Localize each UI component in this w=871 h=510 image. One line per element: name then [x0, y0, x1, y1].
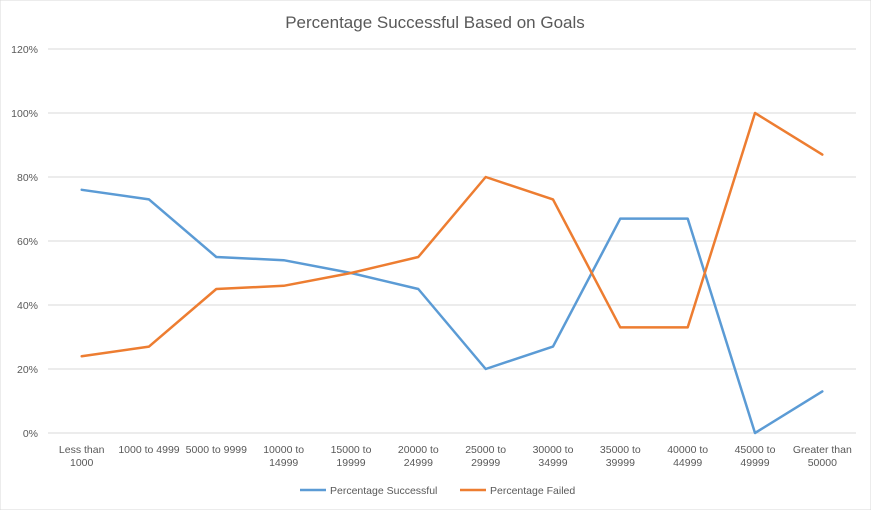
x-tick-label: 5000 to 9999 — [186, 444, 247, 456]
y-axis-ticks: 0% 20% 40% 60% 80% 100% 120% — [11, 44, 38, 440]
y-tick-label: 100% — [11, 108, 38, 120]
x-tick-label: 1000 to 4999 — [118, 444, 179, 456]
x-tick-label: 40000 to 44999 — [667, 444, 708, 469]
x-axis-ticks: Less than 1000 1000 to 4999 5000 to 9999 100… — [59, 444, 852, 469]
x-tick-label: Greater than 50000 — [793, 444, 852, 469]
series-line — [80, 188, 824, 435]
series-lines — [80, 111, 824, 435]
y-tick-label: 20% — [17, 364, 38, 376]
x-tick-label: 10000 to 14999 — [263, 444, 304, 469]
y-tick-label: 80% — [17, 172, 38, 184]
x-tick-label: 30000 to 34999 — [533, 444, 574, 469]
gridlines — [48, 48, 856, 434]
y-tick-label: 60% — [17, 236, 38, 248]
chart-title: Percentage Successful Based on Goals — [285, 13, 585, 32]
x-tick-label: 35000 to 39999 — [600, 444, 641, 469]
legend-label: Percentage Failed — [490, 485, 575, 497]
x-tick-label: 15000 to 19999 — [331, 444, 372, 469]
legend-label: Percentage Successful — [330, 485, 437, 497]
y-tick-label: 0% — [23, 428, 38, 440]
x-tick-label: 25000 to 29999 — [465, 444, 506, 469]
x-tick-label: 45000 to 49999 — [735, 444, 776, 469]
x-tick-label: 20000 to 24999 — [398, 444, 439, 469]
series-line — [80, 111, 824, 358]
x-tick-label: Less than 1000 — [59, 444, 105, 469]
y-tick-label: 40% — [17, 300, 38, 312]
legend: Percentage Successful Percentage Failed — [300, 485, 575, 497]
y-tick-label: 120% — [11, 44, 38, 56]
